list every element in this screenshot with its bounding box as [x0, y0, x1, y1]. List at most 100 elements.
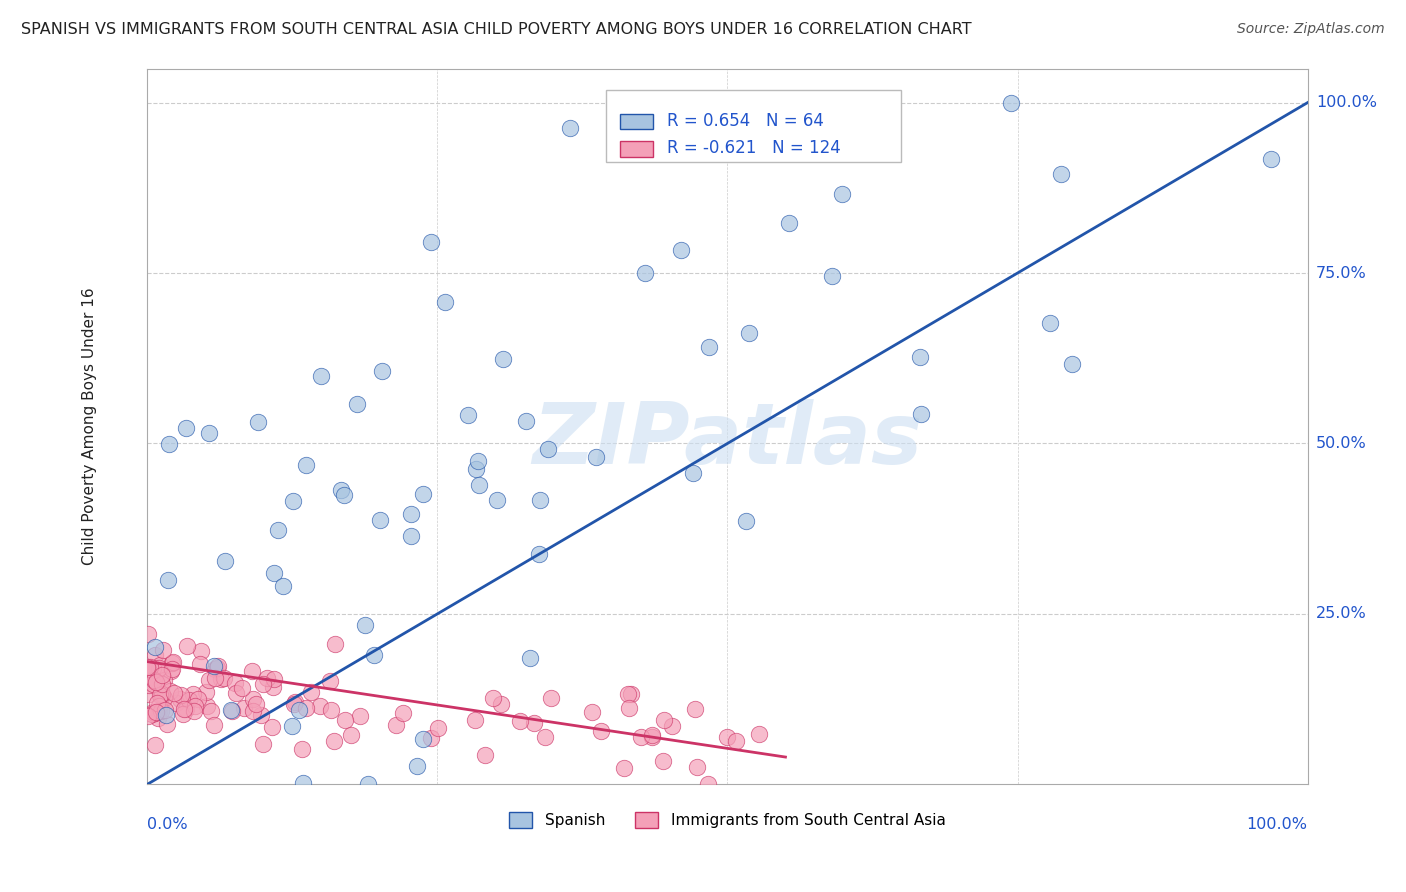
Point	[686, 760, 709, 774]
Point	[399, 507, 422, 521]
Point	[153, 703, 176, 717]
Point	[250, 707, 273, 722]
Legend: Spanish, Immigrants from South Central Asia: Spanish, Immigrants from South Central A…	[503, 806, 952, 834]
Point	[157, 436, 180, 450]
Point	[225, 686, 247, 700]
Point	[669, 243, 692, 257]
Point	[295, 458, 318, 472]
Point	[292, 775, 315, 789]
Point	[682, 466, 704, 480]
Point	[333, 713, 356, 727]
Point	[349, 708, 371, 723]
Point	[634, 266, 657, 280]
Point	[183, 705, 205, 719]
Point	[464, 462, 486, 476]
Point	[697, 777, 720, 791]
Point	[267, 523, 290, 537]
Point	[246, 415, 269, 429]
Point	[263, 672, 285, 686]
Point	[485, 492, 508, 507]
Text: SPANISH VS IMMIGRANTS FROM SOUTH CENTRAL ASIA CHILD POVERTY AMONG BOYS UNDER 16 : SPANISH VS IMMIGRANTS FROM SOUTH CENTRAL…	[21, 22, 972, 37]
Point	[242, 704, 264, 718]
Point	[683, 702, 706, 716]
Point	[183, 699, 205, 714]
Point	[581, 705, 603, 719]
Point	[716, 730, 738, 744]
Point	[534, 731, 557, 745]
Point	[1000, 95, 1022, 110]
Point	[654, 713, 676, 727]
Point	[1039, 316, 1062, 330]
Point	[827, 108, 849, 122]
Point	[138, 678, 160, 692]
Point	[281, 719, 304, 733]
Point	[143, 673, 166, 687]
Point	[482, 691, 505, 706]
Point	[288, 703, 311, 717]
Point	[143, 706, 166, 721]
Point	[319, 673, 342, 688]
Point	[136, 627, 159, 641]
Point	[136, 662, 159, 676]
Point	[778, 216, 800, 230]
Point	[145, 675, 167, 690]
Point	[232, 701, 254, 715]
Point	[181, 687, 204, 701]
Point	[370, 513, 392, 527]
Point	[204, 671, 226, 685]
Point	[214, 553, 236, 567]
Point	[651, 755, 673, 769]
Point	[738, 326, 761, 340]
Point	[519, 651, 541, 665]
Point	[617, 701, 640, 715]
Point	[149, 686, 172, 700]
Point	[333, 487, 356, 501]
Point	[284, 695, 307, 709]
Point	[142, 661, 165, 675]
Text: R = 0.654   N = 64: R = 0.654 N = 64	[666, 112, 824, 129]
Point	[141, 707, 163, 722]
Point	[468, 478, 491, 492]
Point	[640, 728, 662, 742]
Point	[420, 731, 443, 745]
Point	[242, 692, 264, 706]
Point	[155, 707, 177, 722]
Point	[157, 573, 180, 587]
Point	[260, 720, 283, 734]
Point	[149, 704, 172, 718]
Point	[1060, 357, 1083, 371]
Point	[291, 741, 314, 756]
Text: 100.0%: 100.0%	[1316, 95, 1376, 110]
Point	[908, 350, 931, 364]
Point	[371, 364, 394, 378]
Point	[221, 704, 243, 718]
Point	[537, 442, 560, 456]
Point	[245, 697, 267, 711]
Point	[294, 701, 316, 715]
Point	[149, 657, 172, 672]
Point	[200, 704, 222, 718]
Point	[142, 677, 165, 691]
Point	[831, 186, 853, 201]
Point	[209, 672, 232, 686]
Point	[148, 699, 170, 714]
Point	[136, 660, 159, 674]
Point	[173, 707, 195, 722]
Point	[198, 673, 221, 687]
Point	[354, 618, 377, 632]
Text: R = -0.621   N = 124: R = -0.621 N = 124	[666, 139, 841, 157]
Point	[190, 644, 212, 658]
Point	[195, 685, 218, 699]
Point	[159, 684, 181, 698]
Point	[613, 761, 636, 775]
Point	[224, 675, 246, 690]
Point	[464, 713, 486, 727]
Point	[202, 659, 225, 673]
Text: ZIPatlas: ZIPatlas	[533, 400, 922, 483]
Point	[198, 425, 221, 440]
Point	[173, 702, 195, 716]
Point	[323, 637, 346, 651]
Point	[735, 514, 758, 528]
Point	[392, 706, 415, 720]
Point	[399, 528, 422, 542]
